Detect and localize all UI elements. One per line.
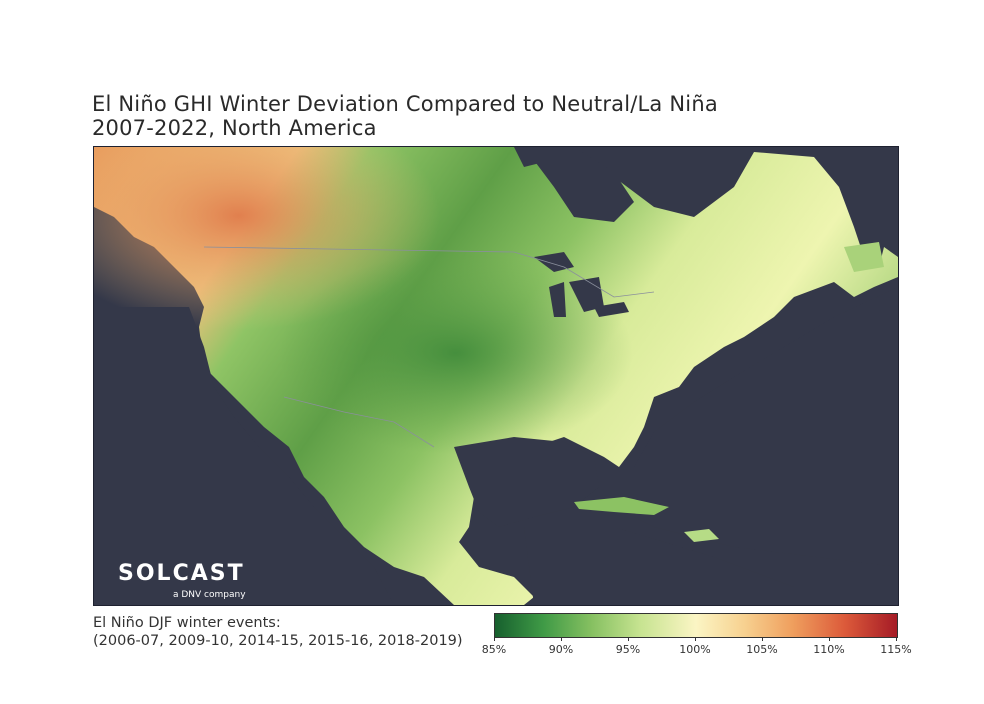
gulf-of-mexico — [454, 437, 599, 527]
colorbar-tickmark — [829, 637, 830, 641]
colorbar-tickmark — [628, 637, 629, 641]
colorbar-tick-label: 115% — [880, 643, 912, 656]
title-line-2: 2007-2022, North America — [92, 116, 377, 140]
colorbar-tickmark — [695, 637, 696, 641]
hudson-bay — [524, 147, 634, 222]
great-lakes — [534, 252, 629, 317]
colorbar-tick-label: 85% — [481, 643, 507, 656]
colorbar-tick-label: 105% — [746, 643, 778, 656]
atlantic-ocean — [614, 287, 898, 567]
colorbar — [494, 613, 898, 638]
caribbean-sea — [524, 527, 794, 605]
colorbar-tick-label: 95% — [615, 643, 641, 656]
newfoundland-island — [844, 242, 884, 272]
us-mexico-border — [283, 396, 435, 448]
colorbar-tickmark — [896, 637, 897, 641]
el-nino-events-note: El Niño DJF winter events: (2006-07, 200… — [93, 614, 463, 650]
colorbar-tickmark — [494, 637, 495, 641]
events-line-1: El Niño DJF winter events: — [93, 615, 281, 631]
colorbar-tickmark — [561, 637, 562, 641]
solcast-subtitle: a DNV company — [173, 590, 246, 600]
colorbar-tick-label: 100% — [679, 643, 711, 656]
north-america-map — [94, 147, 898, 605]
title-line-1: El Niño GHI Winter Deviation Compared to… — [92, 92, 718, 116]
colorbar-tick-label: 90% — [548, 643, 574, 656]
pacific-ocean — [94, 307, 394, 605]
map-panel: SOLCAST a DNV company — [93, 146, 899, 606]
events-line-2: (2006-07, 2009-10, 2014-15, 2015-16, 201… — [93, 633, 463, 649]
us-canada-border — [203, 246, 655, 298]
hispaniola-island — [684, 529, 719, 542]
colorbar-tickmark — [762, 637, 763, 641]
solcast-logo: SOLCAST a DNV company — [118, 561, 246, 600]
map-title: El Niño GHI Winter Deviation Compared to… — [92, 92, 718, 140]
cuba-island — [574, 497, 669, 515]
solcast-wordmark: SOLCAST — [118, 561, 245, 586]
colorbar-tick-label: 110% — [813, 643, 845, 656]
